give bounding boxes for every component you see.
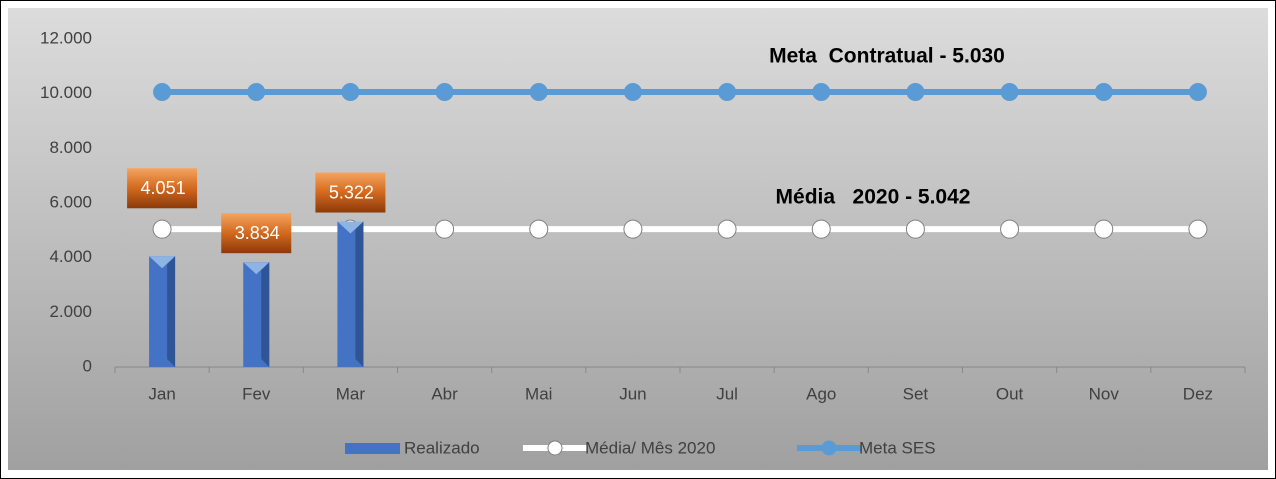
legend-swatch: [821, 440, 837, 456]
x-tick-label: Set: [903, 384, 929, 403]
annotation: Média 2020 - 5.042: [776, 186, 971, 209]
y-tick-label: 4.000: [49, 247, 92, 266]
data-label-box: [127, 168, 198, 209]
data-label-box: [315, 172, 386, 213]
line-marker: [247, 83, 266, 102]
line-marker: [435, 219, 455, 239]
bar-bevel: [355, 221, 364, 367]
data-label: 5.322: [329, 182, 374, 202]
data-label-box: [221, 213, 292, 254]
legend-label: Meta SES: [859, 438, 936, 457]
y-tick-label: 10.000: [40, 83, 92, 102]
legend-swatch: [345, 443, 400, 454]
line-marker: [812, 83, 831, 102]
bar-bevel: [261, 262, 270, 367]
line-marker: [1000, 219, 1020, 239]
x-tick-label: Out: [996, 384, 1024, 403]
bar-bevel: [243, 262, 270, 275]
x-tick-label: Nov: [1089, 384, 1120, 403]
x-tick-label: Fev: [242, 384, 271, 403]
line-marker: [1188, 83, 1207, 102]
line-marker: [717, 219, 737, 239]
x-tick-label: Ago: [806, 384, 836, 403]
y-tick-label: 0: [83, 356, 92, 375]
line-marker: [906, 83, 925, 102]
line-marker: [718, 83, 737, 102]
line-marker: [1094, 83, 1113, 102]
bar-bevel: [149, 256, 176, 269]
line-marker: [1188, 219, 1208, 239]
line-marker: [905, 219, 925, 239]
x-tick-label: Dez: [1183, 384, 1213, 403]
line-marker: [1000, 83, 1019, 102]
line-marker: [152, 219, 172, 239]
x-tick-label: Jan: [148, 384, 175, 403]
y-tick-label: 6.000: [49, 192, 92, 211]
bar-bevel: [167, 256, 176, 367]
line-marker: [811, 219, 831, 239]
x-tick-label: Mar: [336, 384, 366, 403]
x-tick-label: Mai: [525, 384, 552, 403]
legend-swatch: [547, 440, 563, 456]
data-label: 4.051: [141, 178, 186, 198]
y-tick-label: 12.000: [40, 28, 92, 47]
line-marker: [529, 219, 549, 239]
line-marker: [529, 83, 548, 102]
y-tick-label: 2.000: [49, 302, 92, 321]
y-tick-label: 8.000: [49, 138, 92, 157]
line-marker: [1094, 219, 1114, 239]
data-label: 3.834: [235, 223, 280, 243]
x-tick-label: Abr: [431, 384, 458, 403]
line-marker: [623, 83, 642, 102]
x-tick-label: Jul: [716, 384, 738, 403]
line-marker: [341, 83, 360, 102]
line-marker: [435, 83, 454, 102]
x-tick-label: Jun: [619, 384, 646, 403]
line-marker: [623, 219, 643, 239]
legend-label: Realizado: [404, 438, 480, 457]
annotation: Meta Contratual - 5.030: [769, 45, 1005, 68]
line-marker: [153, 83, 172, 102]
legend-label: Média/ Mês 2020: [585, 438, 715, 457]
bar-bevel: [337, 221, 364, 234]
